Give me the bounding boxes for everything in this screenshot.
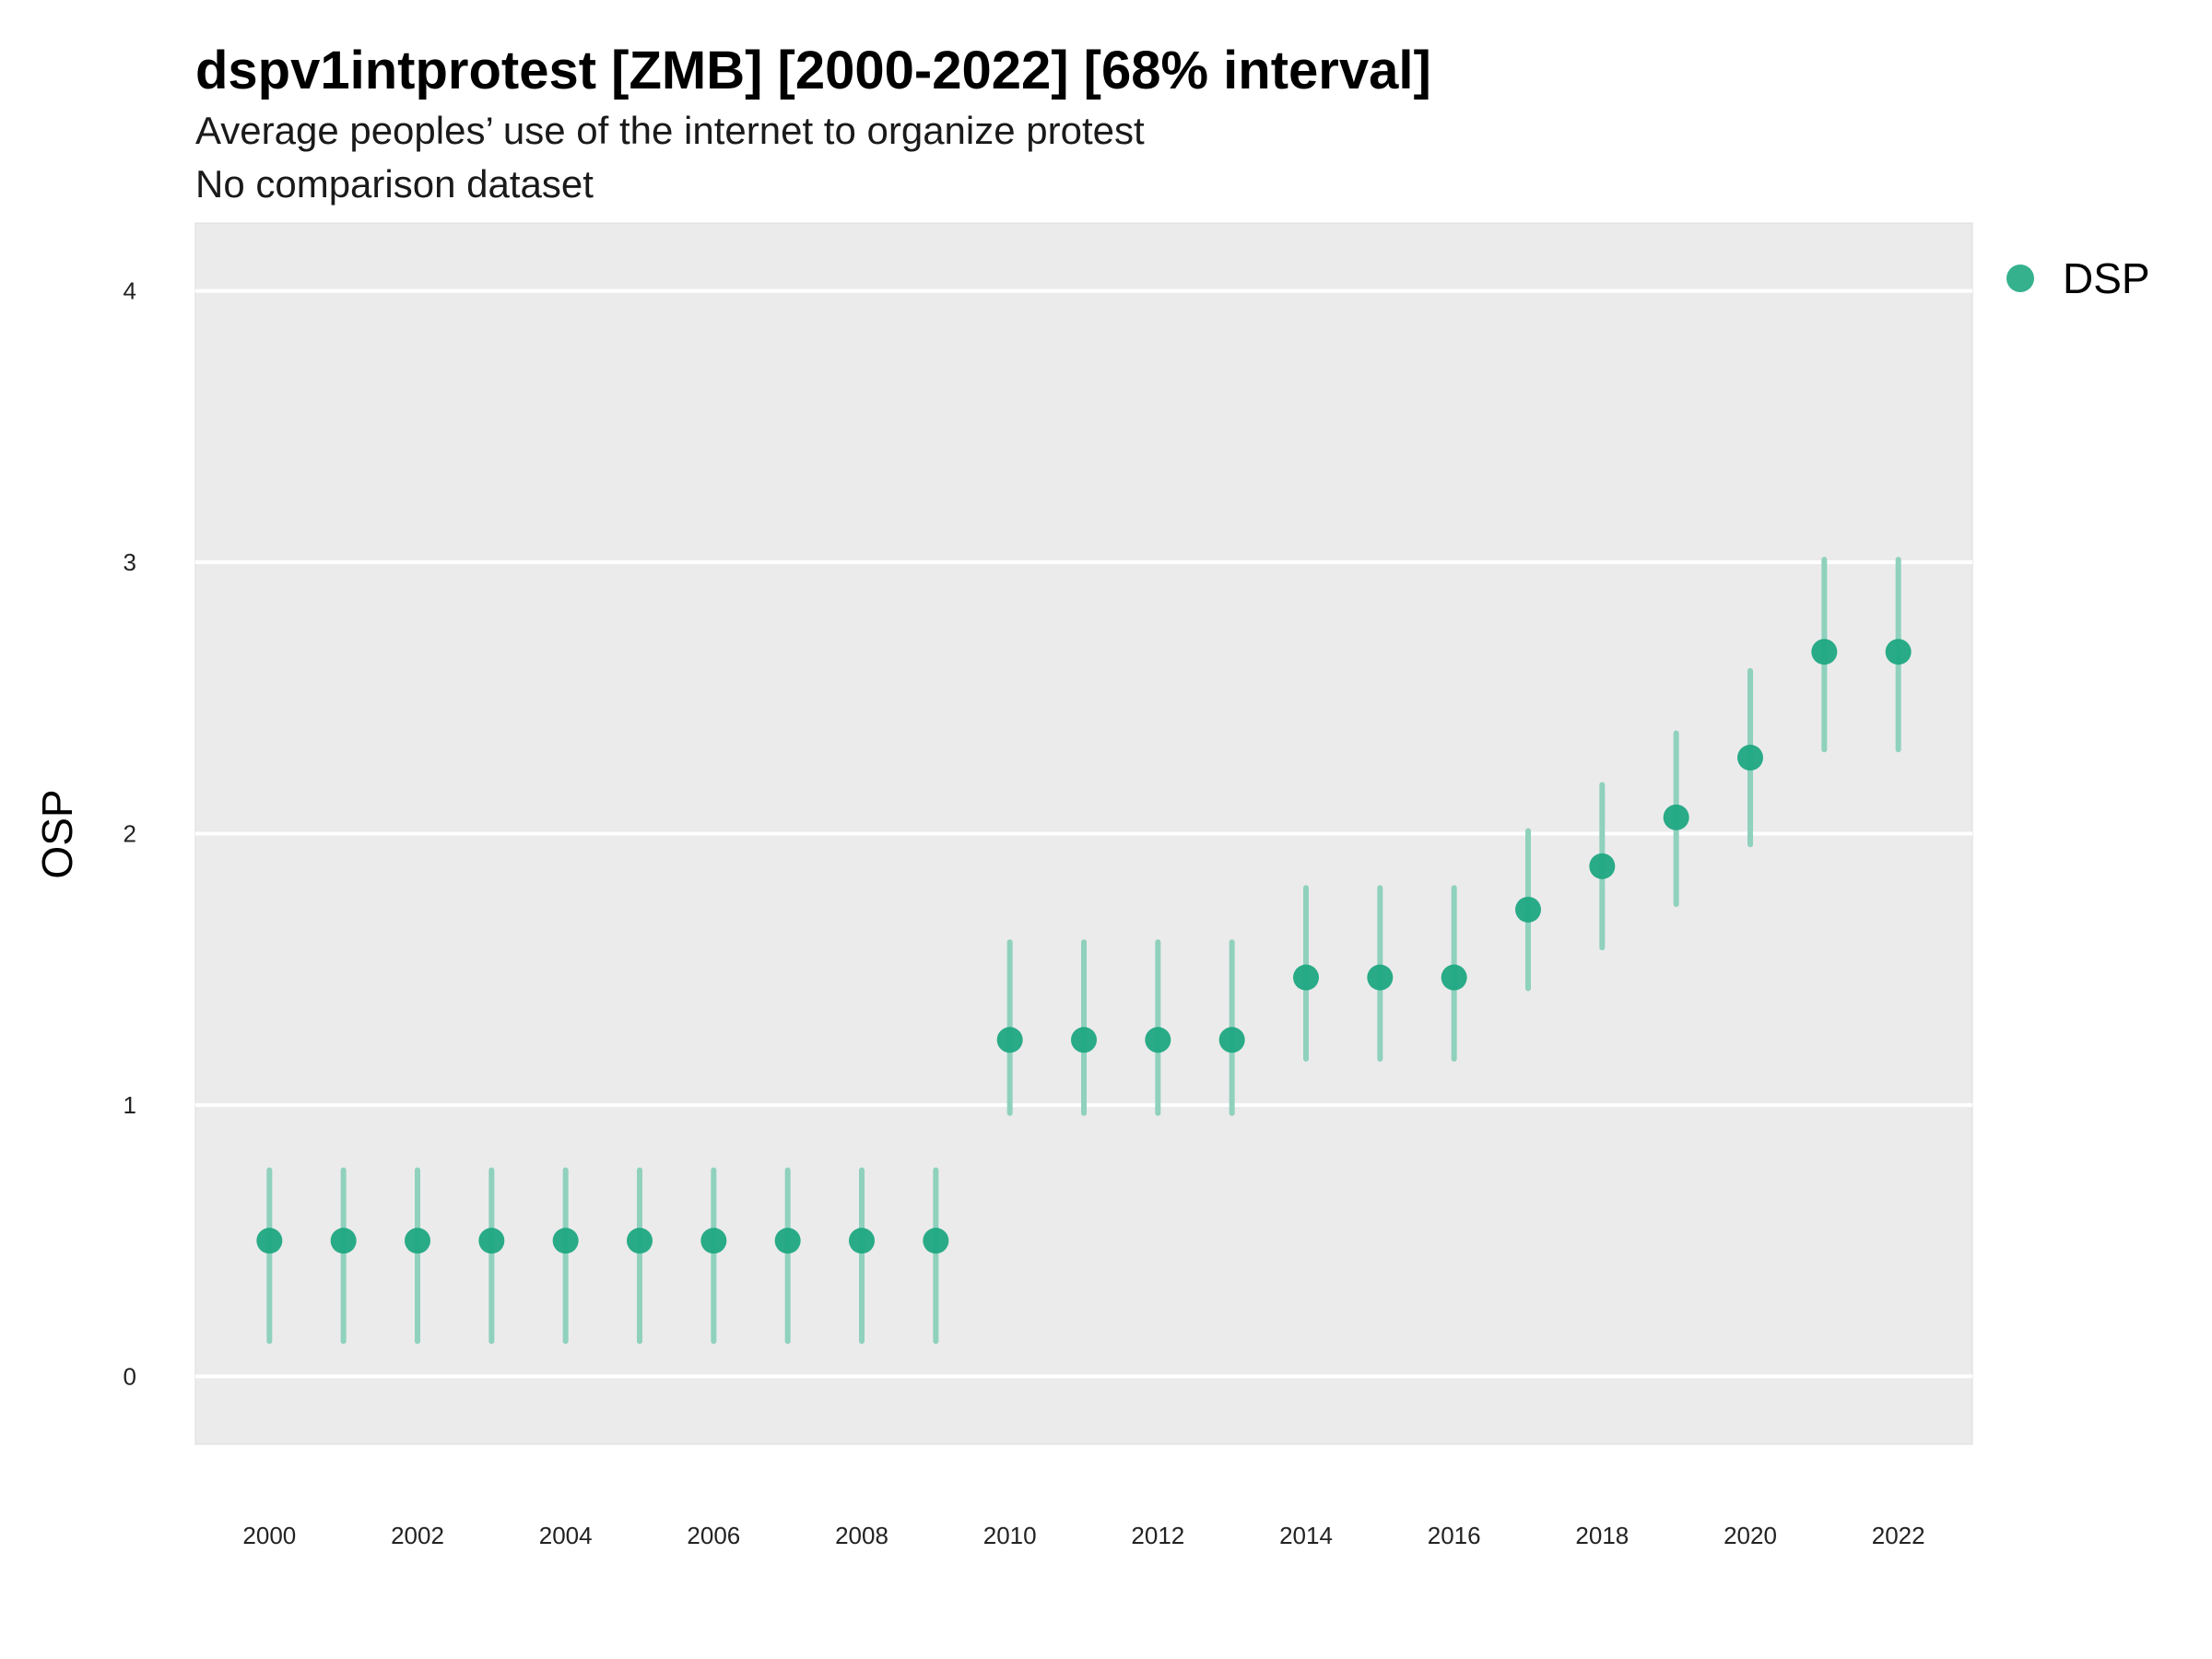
chart-subtitle-line-2: No comparison dataset (195, 162, 594, 206)
data-point (552, 1228, 579, 1254)
x-tick-label: 2008 (835, 1522, 888, 1549)
data-point (1885, 639, 1912, 665)
x-tick-label: 2016 (1428, 1522, 1481, 1549)
y-tick-labels: 0 1 2 3 4 (124, 277, 136, 1391)
x-tick-label: 2006 (687, 1522, 740, 1549)
data-point (330, 1228, 357, 1254)
x-tick-label: 2002 (391, 1522, 444, 1549)
y-tick-label: 4 (124, 277, 136, 305)
data-point (1071, 1027, 1097, 1053)
data-point (1367, 964, 1394, 991)
x-tick-label: 2012 (1131, 1522, 1184, 1549)
data-point (1811, 639, 1838, 665)
data-point (478, 1228, 505, 1254)
y-axis-label: OSP (33, 789, 81, 878)
data-point (256, 1228, 283, 1254)
data-point (1218, 1027, 1245, 1053)
data-point (1737, 745, 1763, 771)
data-point (923, 1228, 949, 1254)
x-tick-labels: 2000 2002 2004 2006 2008 2010 2012 2014 2016 2018… (242, 1522, 1924, 1549)
data-point (1441, 964, 1467, 991)
x-tick-label: 2018 (1575, 1522, 1629, 1549)
y-tick-label: 3 (124, 548, 136, 576)
data-point (996, 1027, 1023, 1053)
legend-label-dsp: DSP (2063, 254, 2150, 302)
legend: DSP (2006, 254, 2150, 302)
data-point (1145, 1027, 1171, 1053)
data-points (256, 639, 1912, 1254)
x-tick-label: 2004 (539, 1522, 593, 1549)
y-tick-label: 2 (124, 820, 136, 848)
data-point (849, 1228, 875, 1254)
x-tick-label: 2022 (1872, 1522, 1925, 1549)
y-tick-label: 1 (124, 1091, 136, 1119)
legend-marker (2006, 265, 2034, 292)
chart-subtitle-line-1: Average peoples’ use of the internet to … (195, 109, 1145, 152)
x-tick-label: 2010 (983, 1522, 1037, 1549)
data-point (405, 1228, 430, 1254)
chart-title: dspv1intprotest [ZMB] [2000-2022] [68% i… (195, 41, 1431, 100)
y-tick-label: 0 (124, 1362, 136, 1390)
x-tick-label: 2000 (242, 1522, 296, 1549)
data-point (1589, 853, 1616, 879)
data-point (1663, 804, 1689, 830)
x-tick-label: 2020 (1724, 1522, 1777, 1549)
x-tick-label: 2014 (1279, 1522, 1333, 1549)
data-point (627, 1228, 653, 1254)
data-point (700, 1228, 727, 1254)
data-point (1293, 964, 1319, 991)
data-point (1515, 896, 1541, 923)
data-point (774, 1228, 801, 1254)
